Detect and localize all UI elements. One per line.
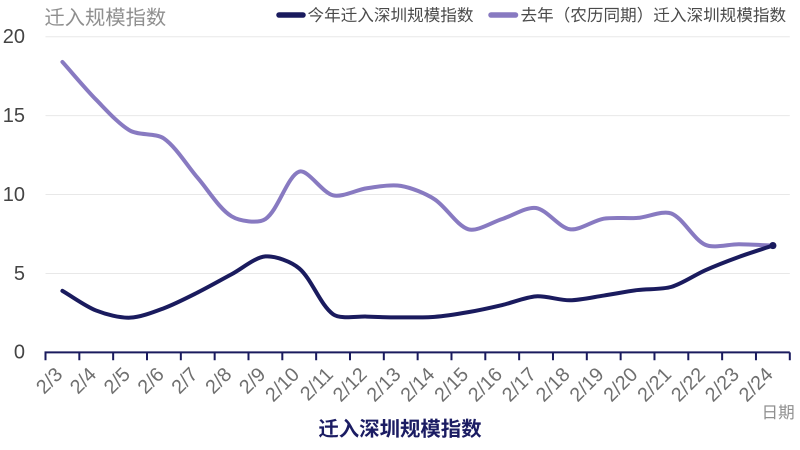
svg-text:20: 20 xyxy=(3,26,25,48)
svg-text:0: 0 xyxy=(14,342,25,364)
svg-text:10: 10 xyxy=(3,184,25,206)
svg-text:5: 5 xyxy=(14,263,25,285)
svg-text:15: 15 xyxy=(3,105,25,127)
